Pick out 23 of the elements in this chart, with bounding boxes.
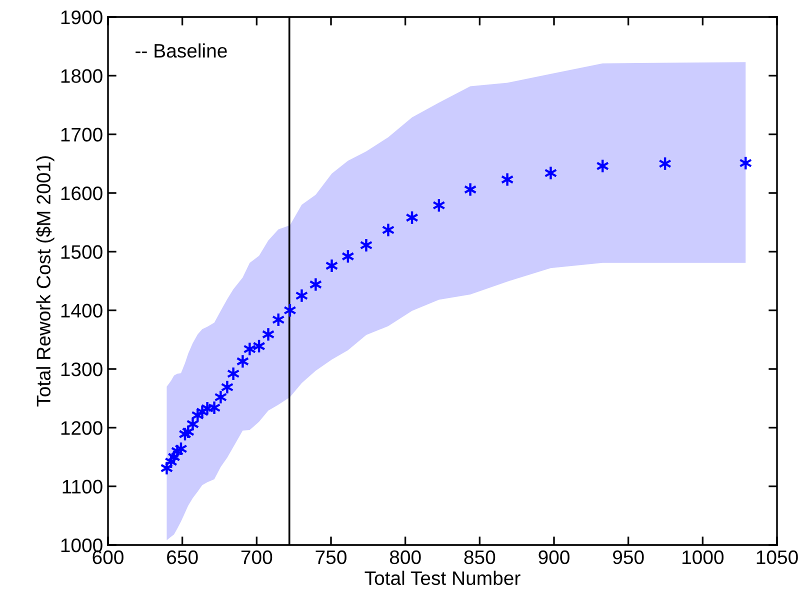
- annotation: -- Baseline: [136, 43, 227, 58]
- y-tick-label: 1700: [61, 128, 102, 142]
- y-tick-label: 1200: [61, 421, 102, 435]
- x-tick-label: 900: [538, 550, 570, 564]
- x-tick-label: 750: [316, 550, 346, 564]
- y-tick-label: 1800: [61, 69, 102, 83]
- x-tick-label: 950: [613, 550, 644, 564]
- x-tick-label: 700: [241, 550, 272, 564]
- x-tick-label: 650: [167, 550, 198, 564]
- y-tick-label: 1100: [62, 480, 102, 494]
- x-tick-label: 850: [464, 550, 496, 564]
- x-tick-label: 1000: [682, 550, 724, 564]
- x-tick-label: 600: [92, 550, 124, 564]
- y-tick-label: 1900: [61, 10, 102, 24]
- y-tick-label: 1300: [61, 362, 102, 376]
- y-tick-label: 1000: [61, 538, 102, 552]
- y-tick-label: 1600: [61, 186, 102, 200]
- x-axis-title: Total Test Number: [364, 570, 520, 586]
- y-tick-label: 1400: [61, 304, 102, 318]
- x-tick-label: 1050: [756, 550, 798, 564]
- y-axis-title: Total Rework Cost ($M 2001): [36, 156, 54, 406]
- x-tick-label: 800: [390, 550, 421, 564]
- y-tick-label: 1500: [61, 245, 102, 259]
